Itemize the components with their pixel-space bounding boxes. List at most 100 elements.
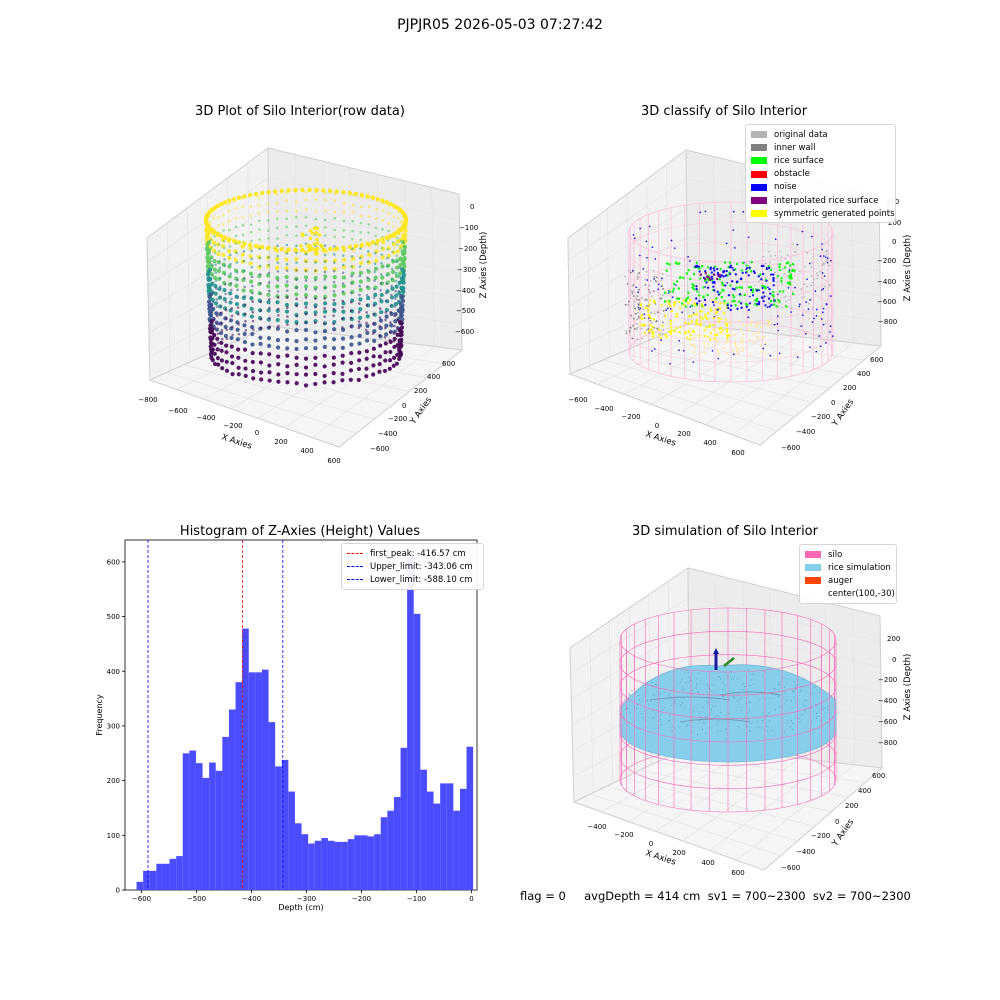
scatter-point: [224, 292, 227, 296]
scatter-point: [230, 307, 234, 310]
histogram-bar: [400, 747, 408, 890]
scatter-point: [737, 320, 740, 323]
scatter-point: [396, 236, 399, 240]
scatter-point: [737, 348, 740, 351]
scatter-point: [822, 307, 825, 310]
histogram-bar: [367, 836, 375, 890]
surface-mesh-dot: [628, 693, 630, 695]
plot1-title: 3D Plot of Silo Interior(row data): [195, 104, 405, 119]
scatter-point: [371, 346, 376, 351]
surface-mesh-dot: [679, 704, 681, 706]
scatter-point: [715, 334, 719, 337]
pane-gridline: [184, 364, 375, 420]
scatter-point: [395, 239, 401, 244]
surface-mesh-dot: [693, 710, 695, 712]
scatter-point: [631, 292, 634, 294]
scatter-point: [285, 269, 289, 272]
scatter-point: [394, 271, 398, 275]
scatter-point: [334, 189, 340, 194]
scatter-point: [385, 282, 388, 285]
scatter-point: [364, 366, 369, 371]
scatter-point: [341, 327, 346, 332]
scatter-point: [764, 287, 767, 290]
scatter-point: [304, 321, 308, 325]
scatter-point: [803, 283, 806, 286]
scatter-point: [236, 195, 242, 200]
scatter-point: [662, 288, 665, 290]
scatter-point: [219, 304, 223, 308]
scatter-point: [353, 243, 359, 249]
scatter-point: [250, 331, 255, 337]
scatter-point: [208, 323, 213, 328]
legend-line: [347, 579, 363, 581]
scatter-point: [379, 281, 383, 285]
scatter-point: [669, 322, 673, 325]
scatter-point: [699, 273, 703, 276]
pane-gridline: [571, 627, 689, 700]
scatter-point: [366, 250, 370, 253]
scatter-point: [739, 337, 742, 340]
scatter-point: [295, 314, 298, 318]
scatter-point: [788, 269, 791, 271]
scatter-point: [357, 350, 362, 355]
surface-mesh-dot: [721, 730, 723, 732]
scatter-point: [665, 269, 668, 273]
scatter-point: [695, 303, 699, 307]
scatter-point: [358, 256, 362, 260]
plot2-classified-points: [624, 207, 834, 365]
scatter-point: [350, 274, 354, 278]
scatter-point: [236, 355, 241, 360]
scatter-point: [348, 368, 354, 373]
scatter-point: [286, 188, 291, 193]
plot1-y-tick: 400: [427, 373, 440, 381]
scatter-point: [304, 288, 308, 291]
scatter-point: [358, 274, 362, 278]
scatter-point: [322, 364, 327, 369]
scatter-point: [643, 317, 646, 319]
scatter-point: [266, 292, 271, 297]
scatter-point: [244, 319, 247, 323]
scatter-point: [729, 308, 732, 311]
scatter-point: [709, 307, 712, 310]
scatter-point: [209, 309, 214, 314]
scatter-point: [372, 296, 376, 299]
scatter-point: [704, 316, 707, 319]
scatter-point: [300, 233, 305, 238]
scatter-point: [394, 284, 399, 289]
scatter-point: [322, 336, 327, 341]
scatter-point: [227, 219, 231, 223]
plot2-z-label: Z Axies (Depth): [903, 235, 913, 302]
scatter-point: [825, 303, 828, 306]
scatter-point: [725, 242, 728, 245]
scatter-point: [699, 211, 702, 214]
scatter-point: [693, 344, 696, 347]
legend-label: Lower_limit: -588.10 cm: [370, 574, 473, 585]
scatter-point: [684, 321, 687, 325]
scatter-point: [225, 317, 228, 320]
scatter-point: [284, 302, 289, 308]
scatter-point: [398, 350, 403, 355]
scatter-point: [813, 278, 815, 280]
scatter-point: [681, 311, 684, 313]
scatter-point: [304, 269, 308, 273]
histogram-bar: [446, 783, 454, 890]
scatter-point: [213, 244, 217, 247]
scatter-point: [399, 321, 404, 326]
scatter-point: [383, 336, 387, 339]
scatter-point: [763, 295, 766, 298]
surface-mesh-dot: [702, 707, 704, 709]
scatter-point: [341, 309, 346, 314]
scatter-point: [229, 288, 233, 292]
scatter-point: [340, 345, 345, 350]
scatter-point: [341, 317, 344, 321]
scatter-point: [311, 247, 316, 251]
scatter-point: [248, 246, 253, 251]
scatter-point: [323, 278, 327, 281]
plot4-x-tick: 0: [649, 840, 653, 848]
scatter-point: [748, 339, 751, 342]
scatter-point: [342, 254, 345, 257]
scatter-point: [651, 335, 655, 338]
scatter-point: [235, 261, 239, 264]
scatter-point: [331, 355, 336, 360]
surface-mesh-dot: [706, 702, 708, 704]
